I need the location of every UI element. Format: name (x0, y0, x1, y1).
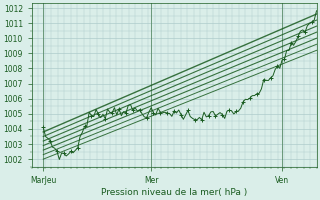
X-axis label: Pression niveau de la mer( hPa ): Pression niveau de la mer( hPa ) (101, 188, 247, 197)
